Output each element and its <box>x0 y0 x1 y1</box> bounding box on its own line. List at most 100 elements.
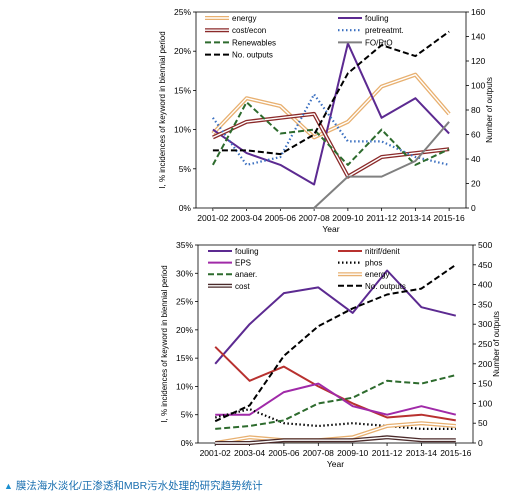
legend-item: nitrif/denit <box>338 247 400 256</box>
legend-label: No. outputs <box>365 282 406 291</box>
series-cost <box>215 435 456 445</box>
x-tick-label: 2007-08 <box>299 213 330 223</box>
y2-tick-label: 50 <box>478 418 488 428</box>
y2-tick-label: 140 <box>471 32 485 42</box>
series-no-outputs <box>212 30 450 156</box>
series-renewables <box>212 101 450 166</box>
series-line <box>212 121 450 209</box>
x-tick-label: 2001-02 <box>200 448 231 458</box>
y2-tick-label: 350 <box>478 299 492 309</box>
legend-label: nitrif/denit <box>365 247 400 256</box>
x-tick-label: 2005-06 <box>268 448 299 458</box>
series-fouling <box>212 42 450 186</box>
x-tick-label: 2009-10 <box>332 213 363 223</box>
x-axis-title: Year <box>327 459 344 469</box>
series-pretreatmt- <box>212 93 450 166</box>
series-energy <box>211 72 451 140</box>
y2-tick-label: 160 <box>471 7 485 17</box>
y2-tick-label: 150 <box>478 379 492 389</box>
x-tick-label: 2007-08 <box>303 448 334 458</box>
x-tick-label: 2001-02 <box>197 213 228 223</box>
legend-item: Renewables <box>205 38 276 47</box>
x-tick-label: 2003-04 <box>234 448 265 458</box>
legend-label: fouling <box>235 247 259 256</box>
legend: fouling nitrif/denit EPS phos anaer. energy co… <box>208 247 406 291</box>
x-tick-label: 2009-10 <box>337 448 368 458</box>
y2-tick-label: 100 <box>478 398 492 408</box>
legend-item: energy <box>338 270 389 279</box>
y-tick-label: 20% <box>174 46 191 56</box>
y2-tick-label: 60 <box>471 130 481 140</box>
series-eps <box>215 382 457 416</box>
y2-tick-label: 40 <box>471 154 481 164</box>
series-no-outputs <box>214 263 457 423</box>
y-tick-label: 0% <box>181 438 194 448</box>
series-line <box>212 101 450 166</box>
y2-tick-label: 120 <box>471 56 485 66</box>
y2-tick-label: 0 <box>478 438 483 448</box>
y-axis-title: I, % incidences of keyword in biennial p… <box>160 265 169 422</box>
legend-label: fouling <box>365 14 389 23</box>
legend-label: anaer. <box>235 270 257 279</box>
legend-label: FO/RtO <box>365 38 393 47</box>
legend-item: phos <box>338 259 382 268</box>
series-line <box>212 30 450 156</box>
legend-label: EPS <box>235 259 251 268</box>
series-line <box>214 269 457 365</box>
y2-tick-label: 500 <box>478 240 492 250</box>
series-anaer- <box>215 374 457 430</box>
y-tick-label: 15% <box>174 85 191 95</box>
y-tick-label: 25% <box>174 7 191 17</box>
y-tick-label: 25% <box>176 297 193 307</box>
legend-item: anaer. <box>208 270 257 279</box>
legend-item: No. outputs <box>338 282 406 291</box>
legend-item: fouling <box>338 14 389 23</box>
x-tick-label: 2005-06 <box>265 213 296 223</box>
x-tick-label: 2013-14 <box>400 213 431 223</box>
caption-text: 膜法海水淡化/正渗透和MBR污水处理的研究趋势统计 <box>15 480 263 492</box>
legend-item: FO/RtO <box>338 38 393 47</box>
legend-item: fouling <box>208 247 259 256</box>
y2-tick-label: 20 <box>471 179 481 189</box>
y-tick-label: 35% <box>176 240 193 250</box>
legend-item: energy <box>205 14 256 23</box>
legend-item: EPS <box>208 259 251 268</box>
series-line <box>212 42 450 186</box>
series-fo-rto <box>212 121 450 209</box>
legend-label: pretreatmt. <box>365 26 404 35</box>
series-line-inner <box>215 436 456 444</box>
y-tick-label: 0% <box>179 203 192 213</box>
figure-caption: ▲ 膜法海水淡化/正渗透和MBR污水处理的研究趋势统计 <box>4 478 263 493</box>
y2-tick-label: 250 <box>478 339 492 349</box>
series-line <box>214 408 456 430</box>
x-axis-title: Year <box>322 224 339 234</box>
series-phos <box>214 408 456 430</box>
legend-item: No. outputs <box>205 51 273 60</box>
y2-tick-label: 300 <box>478 319 492 329</box>
y-tick-label: 10% <box>176 381 193 391</box>
x-tick-label: 2011-12 <box>372 448 403 458</box>
legend-label: energy <box>365 270 389 279</box>
y-tick-label: 5% <box>181 410 194 420</box>
y2-axis-title: Number of outputs <box>485 77 494 143</box>
legend: energy fouling cost/econ pretreatmt. Renewab… <box>205 14 404 60</box>
x-tick-label: 2015-16 <box>434 213 465 223</box>
legend-label: No. outputs <box>232 51 273 60</box>
legend-label: phos <box>365 259 382 268</box>
series-line-outer <box>211 72 451 140</box>
triangle-icon: ▲ <box>4 481 13 491</box>
series-line <box>214 263 457 423</box>
y2-tick-label: 0 <box>471 203 476 213</box>
y-tick-label: 20% <box>176 325 193 335</box>
legend-label: Renewables <box>232 38 276 47</box>
series-line <box>212 93 450 166</box>
legend-item: cost <box>208 282 250 291</box>
legend-item: cost/econ <box>205 26 266 35</box>
chart-2: 0% 5% 10% 15% 20% 25% 30% 35% 0 50 100 150 200 250 300… <box>160 240 501 469</box>
series-line-inner <box>212 74 450 139</box>
series-line-inner <box>212 113 450 178</box>
y2-tick-label: 80 <box>471 105 481 115</box>
y-tick-label: 10% <box>174 125 191 135</box>
series-line <box>215 374 457 430</box>
